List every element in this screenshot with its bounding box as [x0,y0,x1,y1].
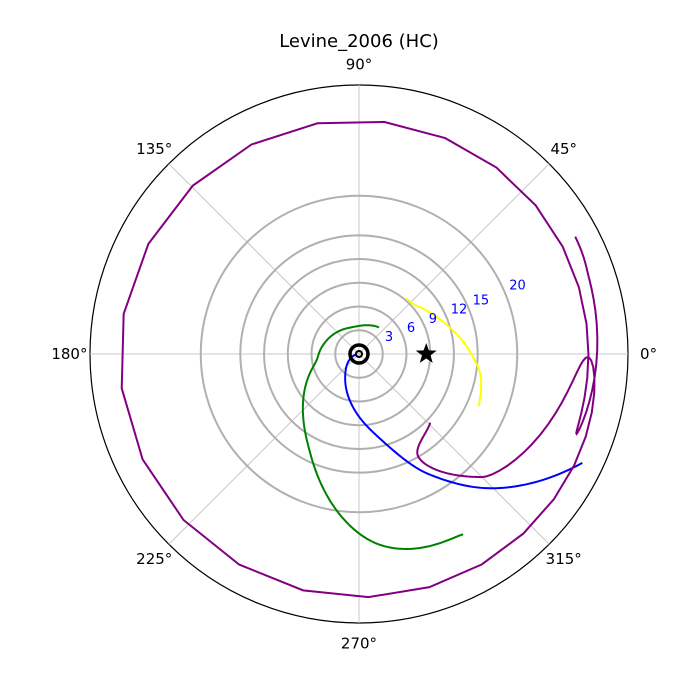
angle-gridline [168,353,360,545]
radial-ring [239,234,479,474]
series-line-2 [301,324,464,551]
angle-gridline [358,353,550,545]
radial-ring-label: 9 [429,312,437,327]
radial-ring [334,329,384,379]
center-target-outer [348,343,370,365]
radial-ring-label: 15 [473,294,490,309]
grid-layer [89,84,629,624]
series-line-3 [344,353,583,490]
angle-tick-label: 180° [51,345,87,363]
center-target-inner [355,350,363,358]
radial-ring [310,305,408,403]
angle-gridline [168,163,360,355]
angle-gridline [358,163,550,355]
radial-ring [263,258,455,450]
angle-tick-label: 270° [341,635,377,653]
radial-ring-label: 12 [451,303,468,318]
angle-tick-label: 45° [550,140,577,158]
radial-ring-label: 6 [407,321,415,336]
series-line-1 [405,297,483,407]
star-marker [415,343,437,363]
series-line-4 [120,120,599,599]
radial-ring-label: 20 [509,278,526,293]
angle-tick-label: 225° [136,550,172,568]
chart-title: Levine_2006 (HC) [279,31,439,52]
angle-tick-label: 315° [546,550,582,568]
angle-tick-label: 135° [136,140,172,158]
angle-tick-label: 0° [640,345,657,363]
series-layer [120,120,599,599]
radial-ring-label: 3 [385,330,393,345]
angle-tick-label: 90° [346,55,373,73]
marker-layer [348,343,437,365]
radial-ring [199,194,519,514]
label-layer: 0° 45° 90° 135° 180° 225° 270° 315° 369 12 15 20 [51,55,657,652]
